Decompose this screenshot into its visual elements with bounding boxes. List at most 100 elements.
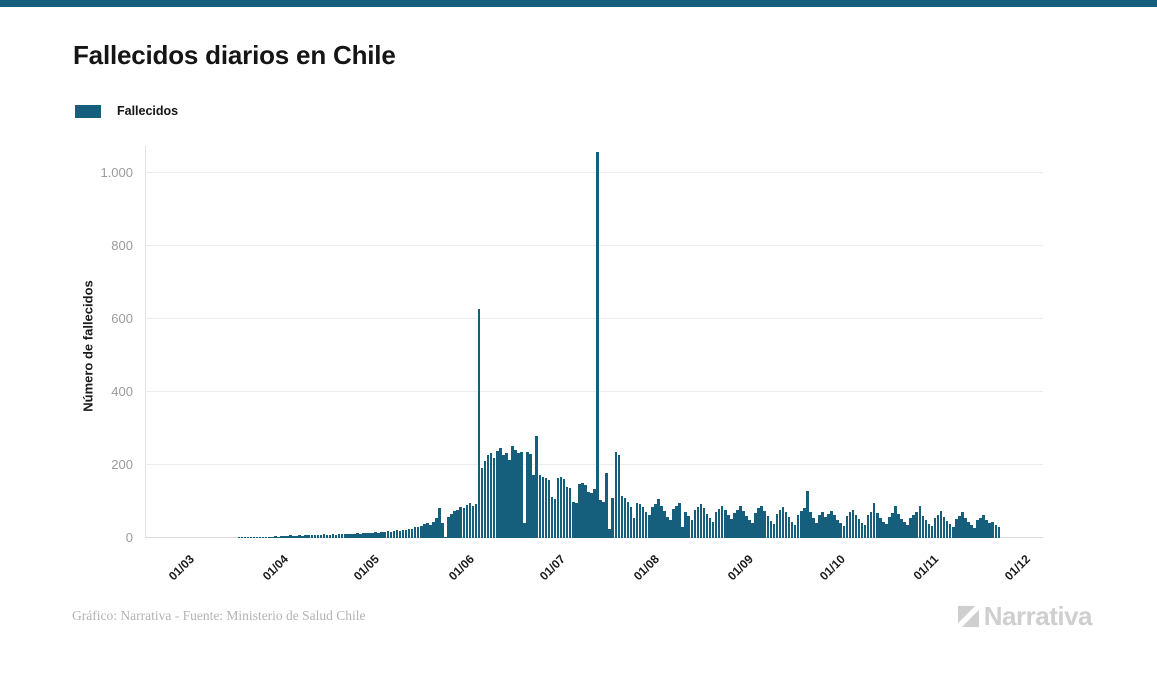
bar bbox=[860, 522, 864, 538]
bar bbox=[994, 525, 998, 538]
bar bbox=[429, 524, 432, 538]
bar bbox=[623, 497, 627, 538]
bar bbox=[337, 534, 341, 538]
bar bbox=[553, 498, 557, 538]
y-tick-label: 200 bbox=[111, 457, 133, 472]
bar bbox=[982, 514, 985, 538]
bar bbox=[948, 524, 952, 538]
bar bbox=[252, 536, 256, 538]
legend-swatch bbox=[75, 104, 101, 118]
bar bbox=[249, 537, 253, 538]
x-tick-label: 01/12 bbox=[1001, 552, 1033, 584]
bar bbox=[432, 521, 435, 538]
bar bbox=[827, 513, 830, 538]
bar bbox=[772, 524, 776, 538]
bar bbox=[365, 533, 368, 538]
bar bbox=[647, 514, 651, 538]
bar bbox=[620, 495, 624, 538]
bar bbox=[769, 521, 773, 538]
bar bbox=[568, 488, 572, 538]
bar bbox=[991, 521, 995, 538]
bar bbox=[909, 517, 912, 538]
bar bbox=[502, 454, 505, 538]
bar bbox=[246, 537, 250, 538]
bar bbox=[468, 502, 472, 538]
legend: Fallecidos bbox=[75, 104, 178, 118]
bar bbox=[730, 519, 733, 538]
bar bbox=[824, 516, 827, 538]
bar bbox=[389, 531, 393, 538]
bar bbox=[663, 511, 666, 538]
bar bbox=[918, 505, 922, 538]
bar bbox=[979, 517, 982, 538]
bar bbox=[474, 503, 478, 538]
bar bbox=[748, 520, 751, 538]
bar bbox=[398, 530, 402, 538]
bar bbox=[498, 448, 502, 538]
bar bbox=[295, 536, 298, 538]
bar bbox=[426, 522, 429, 538]
bar bbox=[313, 535, 317, 538]
bar bbox=[571, 502, 575, 538]
bar bbox=[486, 454, 490, 538]
bar bbox=[346, 534, 350, 538]
bar bbox=[757, 508, 760, 538]
bar bbox=[459, 506, 463, 538]
bar bbox=[447, 516, 450, 538]
bar bbox=[766, 516, 770, 538]
bar bbox=[736, 509, 739, 538]
bar bbox=[812, 517, 815, 538]
bar bbox=[796, 515, 800, 538]
bar bbox=[961, 512, 964, 538]
bar bbox=[897, 513, 900, 538]
bar bbox=[717, 509, 721, 538]
bar bbox=[650, 507, 654, 538]
bar bbox=[973, 527, 976, 538]
y-tick-label: 600 bbox=[111, 311, 133, 326]
bar bbox=[985, 519, 988, 538]
bar bbox=[596, 152, 599, 538]
x-tick-label: 01/03 bbox=[165, 552, 197, 584]
bar bbox=[359, 533, 362, 538]
bar bbox=[301, 535, 304, 538]
bar bbox=[404, 529, 408, 538]
bar bbox=[471, 505, 475, 538]
bar bbox=[538, 475, 542, 538]
x-tick-label: 01/06 bbox=[445, 552, 477, 584]
bar bbox=[711, 521, 715, 538]
bar bbox=[638, 504, 642, 538]
bar bbox=[325, 535, 329, 538]
bar bbox=[489, 453, 493, 538]
bar bbox=[584, 485, 587, 538]
x-tick-label: 01/08 bbox=[630, 552, 663, 584]
bar bbox=[818, 515, 821, 538]
bar bbox=[416, 526, 420, 538]
bar bbox=[413, 527, 417, 538]
bar bbox=[298, 535, 301, 538]
bar bbox=[450, 513, 453, 538]
bar bbox=[714, 512, 718, 538]
gridline-1000 bbox=[145, 172, 1043, 173]
bar bbox=[635, 503, 639, 538]
bar bbox=[806, 491, 809, 538]
bar bbox=[720, 505, 724, 538]
bar bbox=[356, 533, 359, 538]
bar bbox=[924, 520, 928, 538]
bar bbox=[830, 511, 833, 538]
bar bbox=[334, 534, 338, 538]
bar bbox=[793, 524, 797, 538]
legend-label: Fallecidos bbox=[117, 104, 179, 118]
bar bbox=[544, 478, 548, 538]
bar bbox=[483, 461, 487, 538]
bar bbox=[976, 520, 979, 538]
bar bbox=[644, 512, 648, 538]
bar bbox=[280, 536, 283, 538]
bar bbox=[693, 510, 697, 538]
bar bbox=[845, 516, 849, 538]
bar bbox=[684, 511, 687, 538]
bar bbox=[602, 501, 605, 538]
bar bbox=[611, 497, 615, 538]
bar bbox=[629, 506, 633, 538]
narrativa-logo-icon bbox=[957, 605, 979, 628]
